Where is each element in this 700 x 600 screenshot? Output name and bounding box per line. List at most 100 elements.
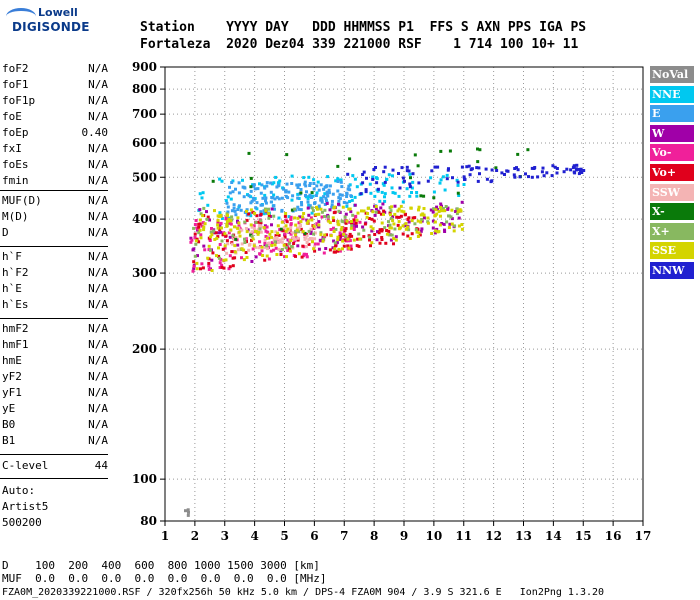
echo-point — [256, 228, 260, 232]
echo-point — [335, 241, 339, 245]
echo-point — [226, 205, 230, 209]
echo-point — [337, 223, 341, 227]
echo-point — [290, 182, 294, 185]
echo-point — [403, 179, 406, 183]
legend-item: X- — [650, 203, 694, 221]
echo-point — [272, 214, 276, 218]
echo-point — [263, 238, 267, 242]
echo-point — [259, 221, 263, 225]
echo-point — [448, 222, 452, 226]
echo-point — [282, 226, 286, 230]
echo-point — [236, 208, 240, 211]
echo-point — [476, 179, 480, 183]
echo-point — [364, 190, 368, 194]
echo-point — [422, 216, 426, 220]
echo-point — [258, 227, 262, 231]
echo-point — [332, 239, 336, 243]
echo-point — [439, 206, 443, 209]
echo-point — [366, 206, 370, 210]
header-values: Fortaleza 2020 Dez04 339 221000 RSF 1 71… — [140, 37, 579, 52]
echo-point — [434, 229, 438, 233]
echo-point — [319, 231, 323, 235]
echo-point — [373, 204, 377, 208]
echo-point — [292, 236, 295, 239]
echo-point — [527, 175, 530, 179]
echo-point — [210, 258, 214, 262]
echo-point — [260, 249, 264, 253]
y-tick-label: 800 — [132, 82, 157, 96]
echo-point — [224, 217, 228, 221]
echo-point — [512, 173, 516, 177]
legend-item: E — [650, 105, 694, 123]
echo-point — [216, 214, 220, 218]
echo-point — [322, 237, 326, 241]
echo-point — [336, 249, 340, 253]
param-value: N/A — [88, 78, 108, 91]
echo-point — [263, 193, 267, 197]
echo-point — [270, 207, 274, 211]
echo-point — [301, 217, 305, 221]
echo-point — [244, 227, 248, 230]
echo-point — [274, 237, 277, 241]
legend-item: W — [650, 124, 694, 142]
echo-point — [231, 179, 235, 183]
echo-point — [202, 206, 206, 210]
echo-point — [503, 173, 506, 176]
echo-point — [274, 246, 278, 250]
param-divider — [0, 454, 108, 455]
echo-point — [451, 176, 454, 180]
echo-point — [228, 265, 232, 269]
echo-point — [289, 232, 293, 236]
echo-point — [226, 214, 229, 217]
param-value: N/A — [88, 370, 108, 383]
echo-point — [285, 153, 289, 157]
echo-point — [455, 212, 459, 216]
echo-point — [344, 221, 348, 225]
echo-point — [236, 216, 240, 220]
x-tick-label: 10 — [426, 529, 443, 543]
echo-point — [315, 205, 318, 209]
echo-point — [390, 205, 394, 209]
param-row: hmE N/A — [2, 354, 108, 370]
echo-point — [426, 179, 430, 183]
echo-point — [184, 509, 187, 513]
echo-point — [259, 210, 263, 214]
param-value: N/A — [88, 266, 108, 279]
echo-point — [422, 213, 426, 217]
echo-point — [254, 229, 257, 233]
echo-point — [478, 172, 481, 176]
echo-point — [430, 232, 434, 235]
echo-point — [313, 245, 316, 249]
param-divider — [0, 318, 108, 319]
echo-point — [222, 266, 226, 270]
echo-point — [409, 206, 413, 210]
echo-point — [282, 243, 286, 247]
echo-point — [317, 188, 321, 192]
echo-point — [387, 220, 390, 224]
echo-point — [227, 221, 231, 225]
echo-point — [267, 214, 271, 218]
echo-point — [249, 201, 253, 205]
echo-point — [270, 223, 273, 227]
echo-point — [577, 172, 581, 176]
echo-point — [379, 206, 383, 210]
echo-point — [263, 258, 267, 262]
echo-point — [279, 253, 283, 256]
echo-point — [336, 189, 340, 193]
echo-point — [317, 247, 321, 251]
echo-point — [378, 228, 382, 232]
echo-point — [344, 227, 348, 231]
echo-point — [233, 209, 237, 213]
echo-point — [380, 190, 384, 194]
echo-point — [196, 254, 199, 258]
echo-point — [390, 233, 394, 237]
echo-point — [296, 238, 300, 242]
x-tick-label: 15 — [575, 529, 592, 543]
echo-point — [244, 251, 248, 254]
echo-point — [308, 193, 312, 197]
echo-point — [439, 214, 442, 218]
echo-point — [345, 201, 349, 205]
echo-point — [403, 224, 407, 228]
echo-point — [243, 241, 247, 244]
echo-point — [305, 252, 308, 256]
